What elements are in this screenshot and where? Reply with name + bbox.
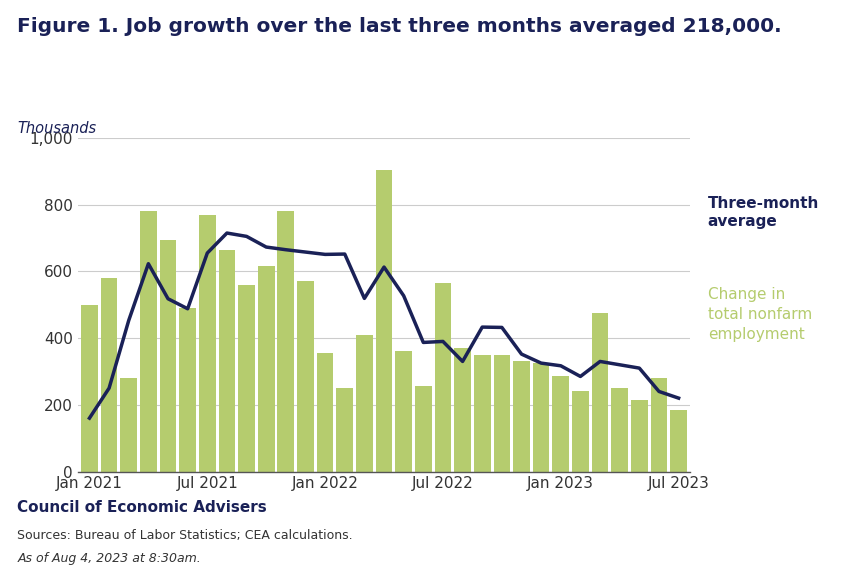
Bar	[494, 355, 510, 471]
Bar	[81, 305, 98, 471]
Bar	[454, 348, 471, 472]
Bar	[199, 214, 216, 472]
Bar	[101, 278, 117, 472]
Bar	[592, 313, 608, 472]
Bar	[513, 362, 530, 472]
Bar	[337, 388, 353, 471]
Bar	[160, 240, 176, 472]
Text: Three-month
average: Three-month average	[708, 196, 819, 229]
Bar	[278, 212, 294, 472]
Bar	[572, 392, 589, 472]
Text: Figure 1. Job growth over the last three months averaged 218,000.: Figure 1. Job growth over the last three…	[17, 17, 782, 36]
Text: Sources: Bureau of Labor Statistics; CEA calculations.: Sources: Bureau of Labor Statistics; CEA…	[17, 529, 353, 542]
Bar	[611, 388, 628, 471]
Bar	[474, 355, 490, 471]
Bar	[631, 400, 648, 472]
Bar	[218, 250, 236, 472]
Bar	[651, 378, 667, 472]
Text: As of Aug 4, 2023 at 8:30am.: As of Aug 4, 2023 at 8:30am.	[17, 552, 201, 565]
Bar	[258, 266, 274, 472]
Bar	[395, 351, 412, 472]
Bar	[375, 170, 393, 471]
Bar	[671, 410, 687, 471]
Bar	[317, 353, 333, 472]
Text: Change in
total nonfarm
employment: Change in total nonfarm employment	[708, 288, 812, 342]
Bar	[552, 377, 569, 471]
Bar	[180, 308, 196, 472]
Bar	[238, 285, 255, 472]
Bar	[435, 283, 451, 471]
Text: Council of Economic Advisers: Council of Economic Advisers	[17, 500, 267, 515]
Bar	[356, 335, 373, 472]
Bar	[140, 212, 157, 472]
Bar	[532, 363, 550, 471]
Bar	[297, 281, 314, 472]
Bar	[120, 378, 137, 472]
Bar	[415, 386, 432, 472]
Text: Thousands: Thousands	[17, 121, 97, 136]
